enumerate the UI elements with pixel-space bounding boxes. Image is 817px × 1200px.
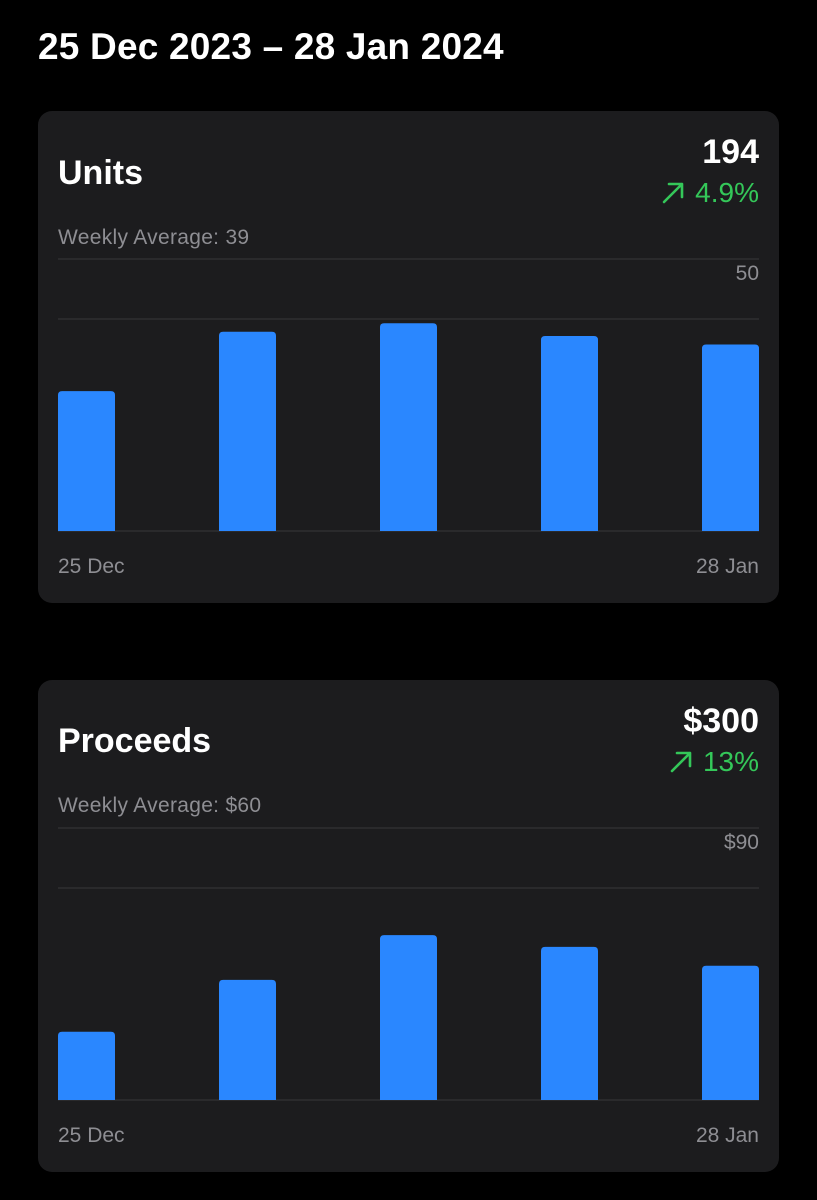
x-tick-label-end: 28 Jan [695,1124,759,1147]
card-change-value: 4.9% [695,177,759,208]
y-tick-label: 50 [735,262,759,285]
bar[interactable] [702,965,759,1100]
card-title: Proceeds [58,722,212,760]
card-change: 13% [667,746,759,778]
arrow-up-right-icon [670,751,692,773]
arrow-up-right-icon [662,182,684,204]
units-bar-chart [58,258,759,532]
x-tick-label-start: 25 Dec [58,555,125,578]
date-range-title: 25 Dec 2023 – 28 Jan 2024 [38,26,504,67]
units-card[interactable]: Units 194 4.9% Weekly Average: 39 50 25 … [38,111,779,603]
x-tick-label-end: 28 Jan [695,555,759,578]
bar[interactable] [380,323,437,531]
card-change: 4.9% [659,177,759,209]
bar[interactable] [541,335,598,531]
weekly-average: Weekly Average: $60 [58,794,262,817]
bar[interactable] [219,979,276,1100]
card-total: $300 [683,702,759,740]
weekly-average: Weekly Average: 39 [58,226,250,249]
x-tick-label-start: 25 Dec [58,1124,125,1147]
proceeds-bar-chart [58,827,759,1101]
card-change-value: 13% [702,746,759,777]
bar[interactable] [541,946,598,1100]
proceeds-card[interactable]: Proceeds $300 13% Weekly Average: $60 $9… [38,680,779,1172]
bar[interactable] [58,391,115,531]
bar[interactable] [58,1031,115,1100]
bar[interactable] [380,935,437,1100]
card-total: 194 [702,133,759,171]
bar[interactable] [219,331,276,531]
card-title: Units [58,154,143,192]
bar[interactable] [702,344,759,531]
y-tick-label: $90 [723,831,759,854]
